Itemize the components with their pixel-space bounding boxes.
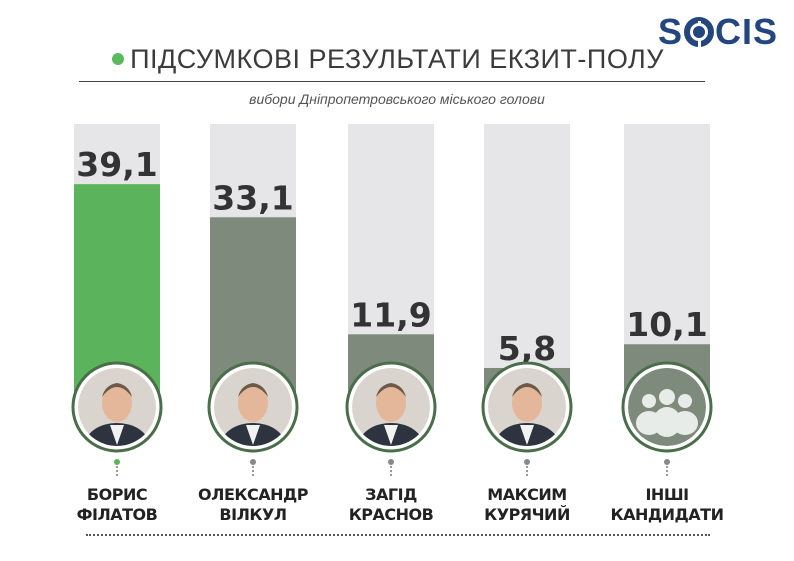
person-photo-icon [71,361,163,453]
candidate-name-1: БОРИС ФІЛАТОВ [52,485,182,525]
person-photo-icon [481,361,573,453]
connector-dot [114,459,120,465]
value-label-2: 33,1 [212,178,293,217]
candidate-name-4: МАКСИМ КУРЯЧИЙ [462,485,592,525]
value-label-4: 5,8 [498,329,556,368]
name-line2: ФІЛАТОВ [76,505,158,524]
name-line1: МАКСИМ [487,485,567,504]
name-line1: ІНШІ [645,485,689,504]
candidate-name-5: ІНШІ КАНДИДАТИ [602,485,732,525]
value-label-5: 10,1 [626,305,707,344]
group-icon [621,361,713,453]
connector-dot [524,459,530,465]
chart-subtitle: вибори Дніпропетровського міського голов… [249,91,545,107]
bottom-dotted-rule [86,534,710,536]
title-rule [79,81,705,82]
name-line1: ЗАГІД [365,485,417,504]
candidate-name-2: ОЛЕКСАНДР ВІЛКУЛ [188,485,318,525]
person-photo-icon [207,361,299,453]
logo-s: S [658,11,684,52]
title-bullet-icon [112,53,124,65]
person-photo-icon [345,361,437,453]
name-line1: ОЛЕКСАНДР [198,485,308,504]
candidate-name-3: ЗАГІД КРАСНОВ [326,485,456,525]
connector-dot [664,459,670,465]
logo-o-icon [684,17,715,47]
name-line2: ВІЛКУЛ [219,505,287,524]
logo-cis: CIS [715,11,779,52]
name-line2: КРАСНОВ [348,505,434,524]
name-line2: КАНДИДАТИ [610,505,724,524]
value-label-1: 39,1 [76,145,157,184]
chart-title: ПІДСУМКОВІ РЕЗУЛЬТАТИ ЕКЗИТ-ПОЛУ [130,44,664,74]
name-line2: КУРЯЧИЙ [484,505,570,524]
name-line1: БОРИС [86,485,148,504]
connector-dot [388,459,394,465]
value-label-3: 11,9 [350,295,431,334]
connector-dot [250,459,256,465]
socis-logo: S CIS [658,12,782,52]
